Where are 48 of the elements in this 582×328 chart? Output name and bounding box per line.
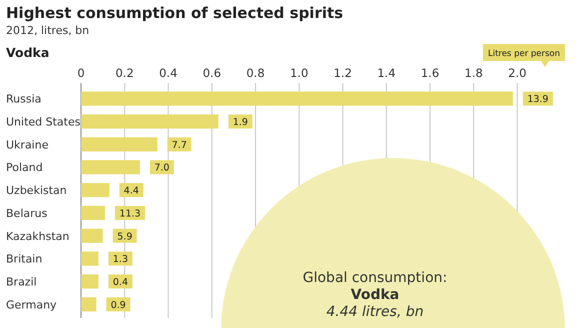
annotation: 4.4: [124, 186, 139, 197]
y-tick-label: United States: [6, 116, 81, 129]
x-tick-label: 0.6: [202, 66, 222, 80]
annotation: 1.3: [112, 254, 128, 266]
bar: [81, 274, 98, 289]
y-tick-label: Kazakhstan: [6, 230, 70, 243]
chart-subtitle: 2012, litres, bn: [6, 24, 90, 37]
annotation: 1.9: [232, 117, 248, 128]
y-tick-label: Ukraine: [6, 138, 49, 152]
annotation: Vodka: [350, 287, 400, 303]
y-tick-label: Germany: [6, 298, 58, 312]
annotation: 4.44 litres, bn: [326, 304, 424, 320]
bar: [81, 92, 513, 106]
x-tick-label: 0.8: [246, 66, 265, 80]
y-tick-label: Uzbekistan: [6, 184, 67, 198]
x-tick-label: 1.8: [464, 66, 483, 80]
y-tick-label: Britain: [6, 252, 42, 266]
bar: [81, 137, 158, 152]
y-tick-label: Russia: [6, 92, 42, 106]
bar: [81, 114, 218, 129]
annotation: 7.7: [172, 140, 187, 151]
annotation: 11.3: [119, 208, 141, 220]
annotation: 0.9: [110, 300, 126, 311]
annotation: 7.0: [154, 162, 170, 174]
x-tick-label: 1.6: [420, 66, 440, 80]
x-tick-label: 0.2: [115, 66, 134, 80]
x-tick-label: 2.0: [508, 66, 526, 80]
y-tick-label: Belarus: [6, 206, 48, 220]
annotation: 13.9: [527, 94, 548, 106]
y-tick-label: Brazil: [6, 275, 37, 288]
annotation: 0.4: [112, 276, 128, 288]
x-tick-label: 1.4: [377, 66, 396, 80]
bar: [81, 228, 103, 243]
x-tick-label: 0: [77, 66, 85, 80]
x-tick-label: 0.4: [159, 66, 178, 80]
bar: [81, 252, 98, 266]
bar: [81, 182, 110, 198]
annotation: 5.9: [117, 231, 132, 242]
bar: [81, 160, 140, 174]
bar: [81, 297, 96, 312]
annotation: Global consumption:: [302, 270, 448, 286]
y-tick-label: Poland: [6, 161, 43, 174]
x-tick-label: 1.2: [334, 66, 352, 80]
x-tick-label: 1.0: [290, 66, 308, 80]
bar: [81, 206, 105, 220]
text: Vodka: [6, 45, 50, 60]
text: Litres per person: [488, 49, 560, 59]
chart-title: Highest consumption of selected spirits: [6, 4, 344, 22]
